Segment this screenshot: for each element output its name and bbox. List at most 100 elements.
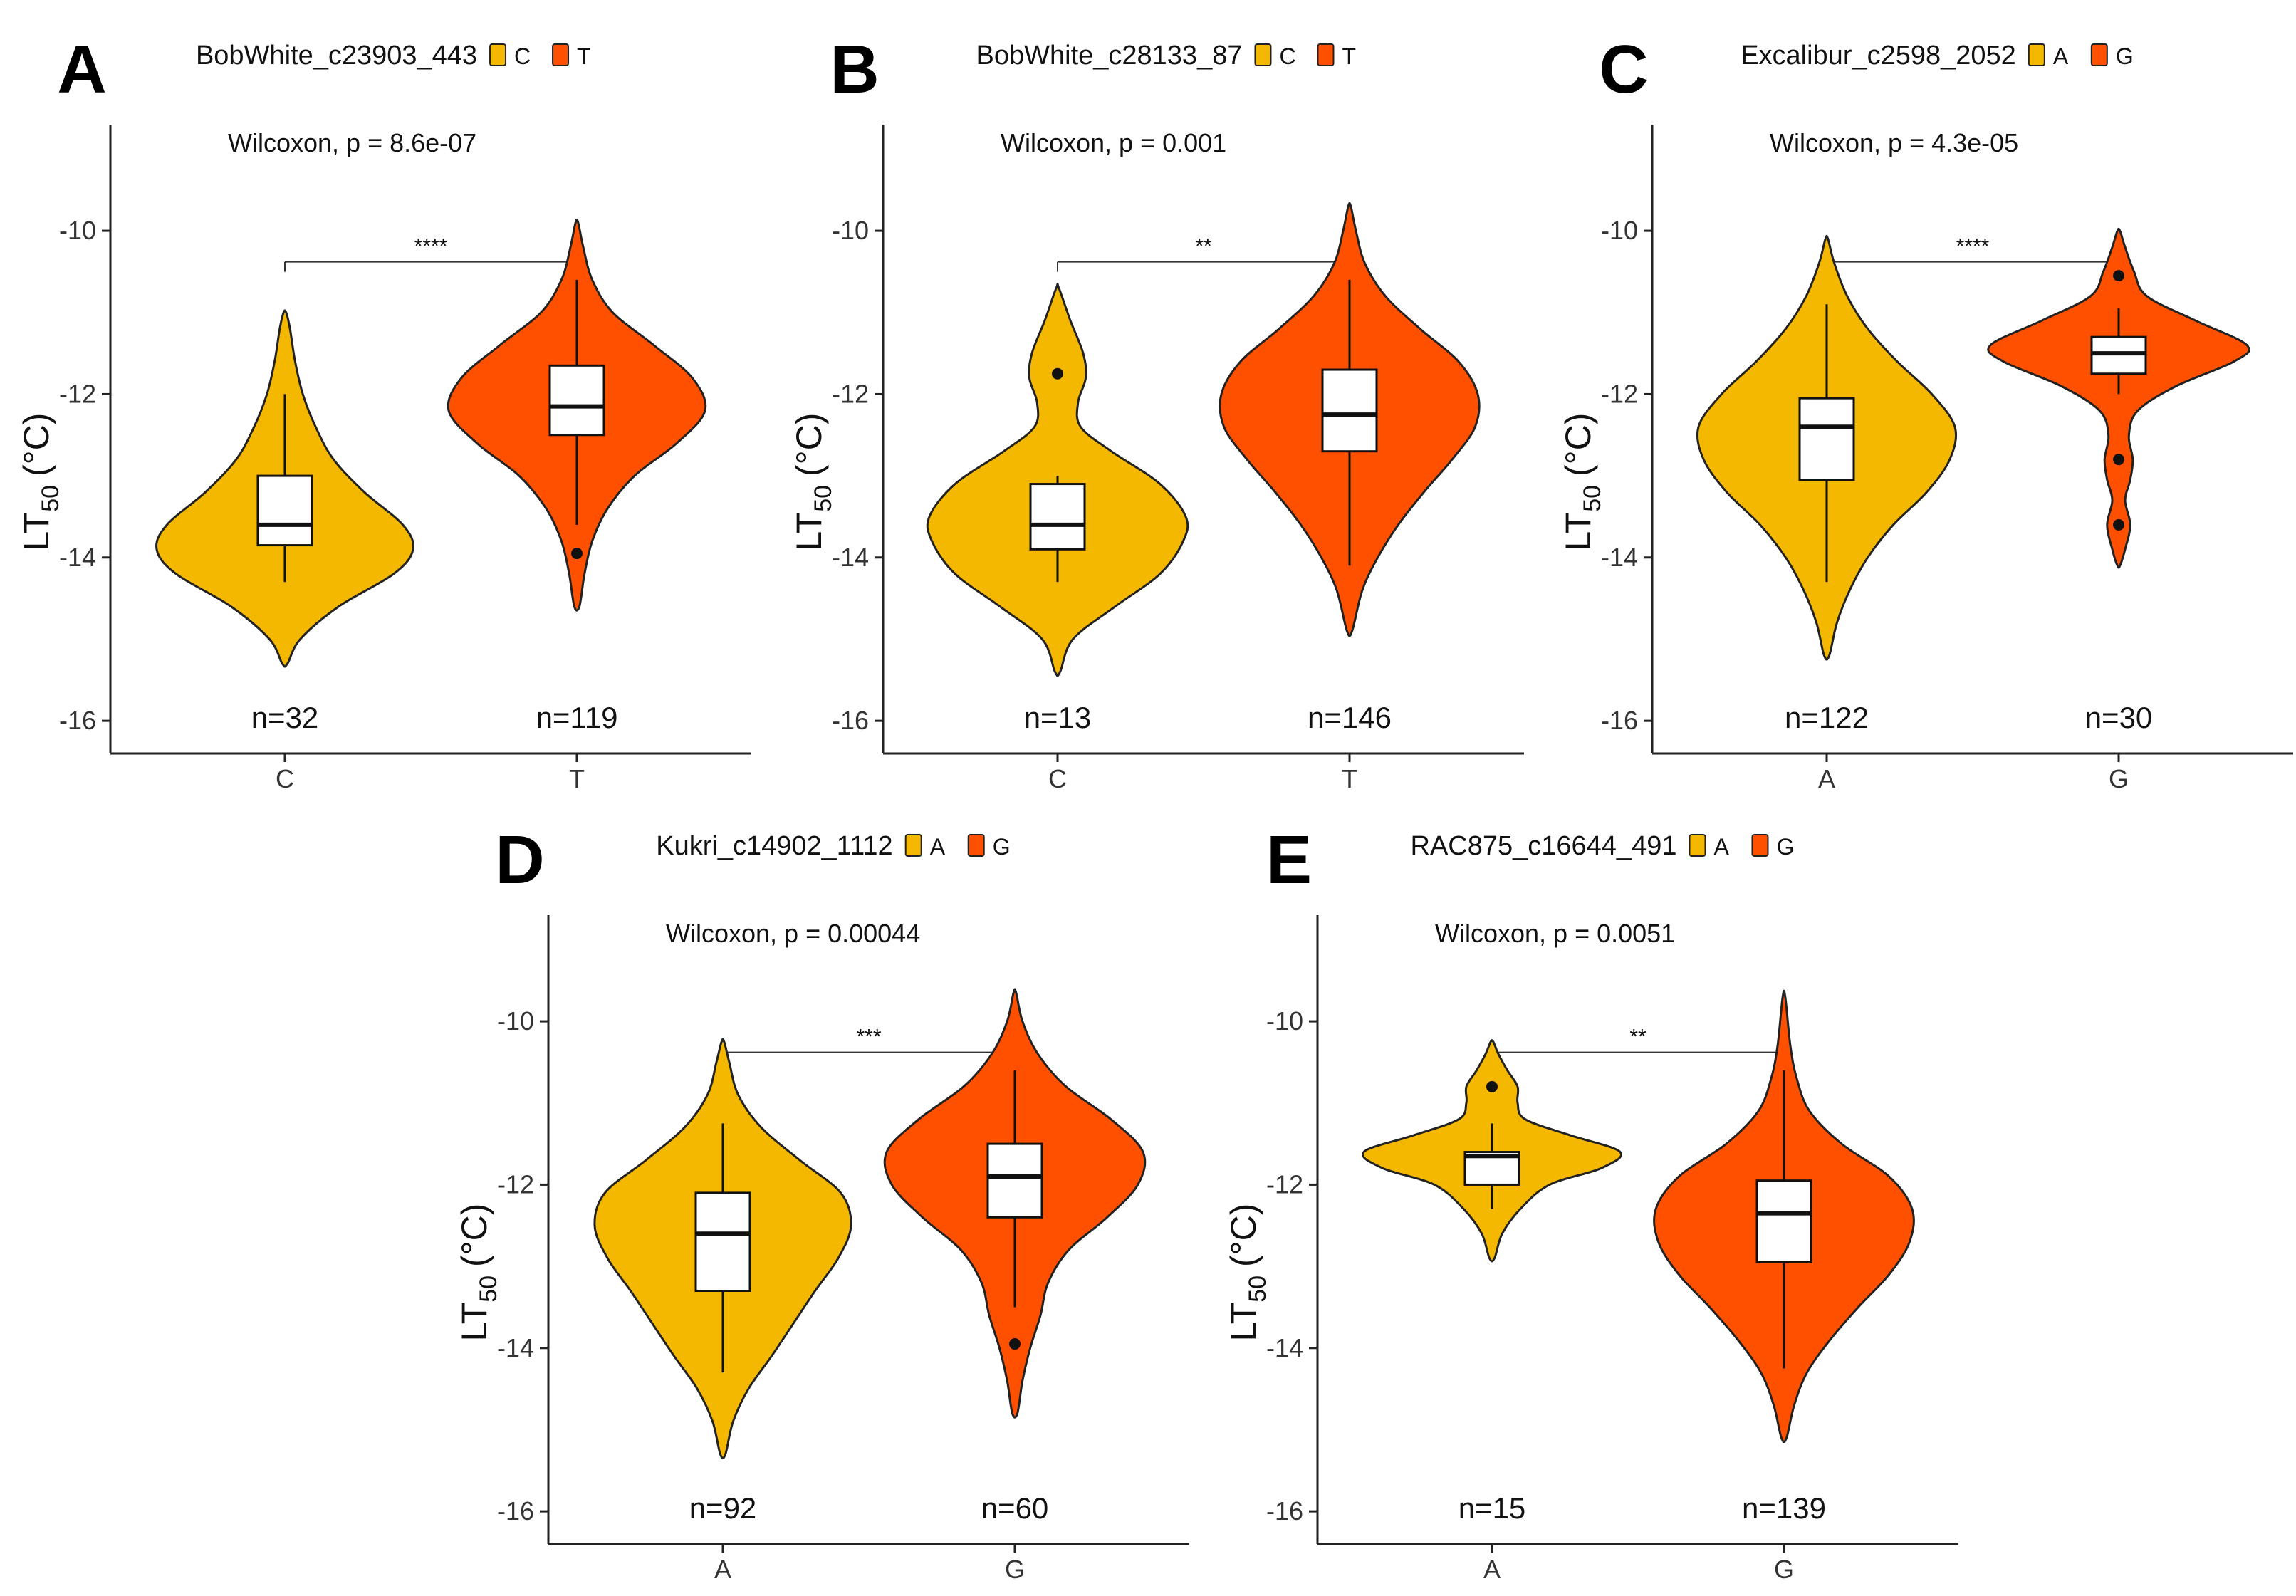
n-label-group-g: n=30 xyxy=(2085,701,2153,734)
x-tick-label-g: G xyxy=(1005,1555,1025,1584)
y-axis-label-unit: (°C) xyxy=(454,1204,494,1267)
y-axis-label-sub: 50 xyxy=(1579,485,1606,512)
y-tick-label: -14 xyxy=(832,543,869,572)
y-axis-label-unit: (°C) xyxy=(16,413,56,476)
n-label-group-a: n=15 xyxy=(1459,1491,1526,1525)
y-tick-label: -10 xyxy=(1266,1006,1303,1036)
x-tick-label-a: A xyxy=(1818,764,1835,793)
wilcoxon-stat: Wilcoxon, p = 0.00044 xyxy=(666,919,920,948)
box-group-g xyxy=(1755,1179,1812,1263)
legend-swatch-g xyxy=(2090,43,2108,66)
violin-chart-a: A BobWhite_c23903_443 C T LT50 (°C) -10 -12 -14 -… xyxy=(16,31,751,793)
y-axis-label-main: LT xyxy=(1558,512,1598,551)
panel-label: C xyxy=(1599,31,1648,108)
y-axis-label: LT50 (°C) xyxy=(454,1204,502,1342)
legend-swatch-c xyxy=(489,43,507,66)
panel-label: B xyxy=(830,31,879,108)
y-axis-label-main: LT xyxy=(789,512,829,551)
legend-swatch-a xyxy=(1689,834,1706,857)
x-tick-label-g: G xyxy=(2109,764,2129,793)
box-group-t xyxy=(1321,368,1378,453)
legend-label-c: C xyxy=(514,43,531,69)
n-label-group-c: n=13 xyxy=(1024,701,1092,734)
x-tick-label-a: A xyxy=(1483,1555,1501,1584)
legend-title: Kukri_c14902_1112 xyxy=(656,831,892,861)
significance-stars: **** xyxy=(1956,235,1990,259)
legend-swatch-t xyxy=(1317,43,1335,66)
significance-stars: ** xyxy=(1629,1026,1647,1049)
legend-swatch-t xyxy=(552,43,570,66)
violin-group-g xyxy=(1987,227,2250,569)
y-tick-label: -14 xyxy=(1601,543,1638,572)
significance-stars: *** xyxy=(856,1026,881,1049)
y-tick-label: -14 xyxy=(1266,1333,1303,1362)
box-group-a xyxy=(694,1191,751,1293)
y-tick-label: -12 xyxy=(832,379,869,408)
n-label-group-c: n=32 xyxy=(251,701,319,734)
outlier-point-group-a xyxy=(1486,1080,1498,1092)
panel-label: E xyxy=(1266,822,1312,898)
violin-panel-a: A BobWhite_c23903_443 C T LT50 (°C) -10 -12 -14 -… xyxy=(0,0,773,798)
legend-title: RAC875_c16644_491 xyxy=(1411,831,1677,861)
legend-label-a: A xyxy=(1713,834,1729,860)
y-tick-label: -12 xyxy=(1266,1169,1303,1199)
legend-label-t: T xyxy=(577,43,591,69)
legend-label-t: T xyxy=(1342,43,1356,69)
y-tick-label: -16 xyxy=(1266,1496,1303,1525)
outlier-point-group-t xyxy=(571,548,583,560)
outlier-point-group-g xyxy=(1009,1338,1021,1350)
box-group-c xyxy=(256,474,313,547)
violin-panel-b: B BobWhite_c28133_87 C T LT50 (°C) -10 -12 -14 -1… xyxy=(773,0,1545,798)
y-tick-label: -16 xyxy=(497,1496,534,1525)
legend-swatch-a xyxy=(2028,43,2045,66)
violin-chart-d: D Kukri_c14902_1112 A G LT50 (°C) -10 -12 -14 -16… xyxy=(454,822,1189,1584)
legend-label-c: C xyxy=(1279,43,1295,69)
legend-title: Excalibur_c2598_2052 xyxy=(1741,41,2016,71)
wilcoxon-stat: Wilcoxon, p = 4.3e-05 xyxy=(1770,128,2018,157)
outlier-point-group-g xyxy=(2113,270,2124,282)
y-tick-label: -14 xyxy=(59,543,96,572)
y-axis-label-main: LT xyxy=(1223,1303,1263,1342)
y-tick-label: -16 xyxy=(1601,706,1638,735)
y-tick-label: -16 xyxy=(832,706,869,735)
box-group-t xyxy=(548,364,605,437)
x-tick-label-a: A xyxy=(714,1555,731,1584)
y-axis-label-sub: 50 xyxy=(1244,1276,1271,1303)
y-tick-label: -16 xyxy=(59,706,96,735)
x-tick-label-c: C xyxy=(276,764,294,793)
legend-swatch-g xyxy=(967,834,985,857)
legend-swatch-g xyxy=(1751,834,1769,857)
y-axis-label: LT50 (°C) xyxy=(789,413,837,551)
legend-label-g: G xyxy=(2116,43,2134,69)
y-axis-label-unit: (°C) xyxy=(1223,1204,1263,1267)
violin-chart-c: C Excalibur_c2598_2052 A G LT50 (°C) -10 -12 -14… xyxy=(1558,31,2293,793)
wilcoxon-stat: Wilcoxon, p = 8.6e-07 xyxy=(228,128,476,157)
x-tick-label-c: C xyxy=(1048,764,1067,793)
y-tick-label: -10 xyxy=(59,216,96,245)
y-axis-label: LT50 (°C) xyxy=(16,413,64,551)
y-axis-label-sub: 50 xyxy=(810,485,837,512)
x-tick-label-t: T xyxy=(569,764,585,793)
panel-label: A xyxy=(57,31,106,108)
box-group-c xyxy=(1029,483,1086,551)
legend-swatch-a xyxy=(904,834,922,857)
outlier-point-group-g xyxy=(2113,518,2124,531)
legend-swatch-c xyxy=(1254,43,1272,66)
y-tick-label: -12 xyxy=(497,1169,534,1199)
y-tick-label: -12 xyxy=(59,379,96,408)
wilcoxon-stat: Wilcoxon, p = 0.0051 xyxy=(1435,919,1675,948)
violin-panel-c: C Excalibur_c2598_2052 A G LT50 (°C) -10 -12 -14… xyxy=(1542,0,2296,798)
violin-panel-d: D Kukri_c14902_1112 A G LT50 (°C) -10 -12 -14 -16… xyxy=(438,791,1211,1596)
n-label-group-g: n=60 xyxy=(981,1491,1049,1525)
violin-chart-b: B BobWhite_c28133_87 C T LT50 (°C) -10 -12 -14 -1… xyxy=(789,31,1524,793)
y-tick-label: -10 xyxy=(497,1006,534,1036)
y-axis-label-sub: 50 xyxy=(37,485,64,512)
y-axis-label-main: LT xyxy=(16,512,56,551)
wilcoxon-stat: Wilcoxon, p = 0.001 xyxy=(1001,128,1226,157)
x-tick-label-t: T xyxy=(1342,764,1357,793)
violin-panel-e: E RAC875_c16644_491 A G LT50 (°C) -10 -12 -14 -16… xyxy=(1207,791,1980,1596)
legend-title: BobWhite_c23903_443 xyxy=(196,41,477,71)
outlier-point-group-c xyxy=(1052,367,1063,380)
y-axis-label-unit: (°C) xyxy=(1558,413,1598,476)
y-axis-label: LT50 (°C) xyxy=(1223,1204,1271,1342)
